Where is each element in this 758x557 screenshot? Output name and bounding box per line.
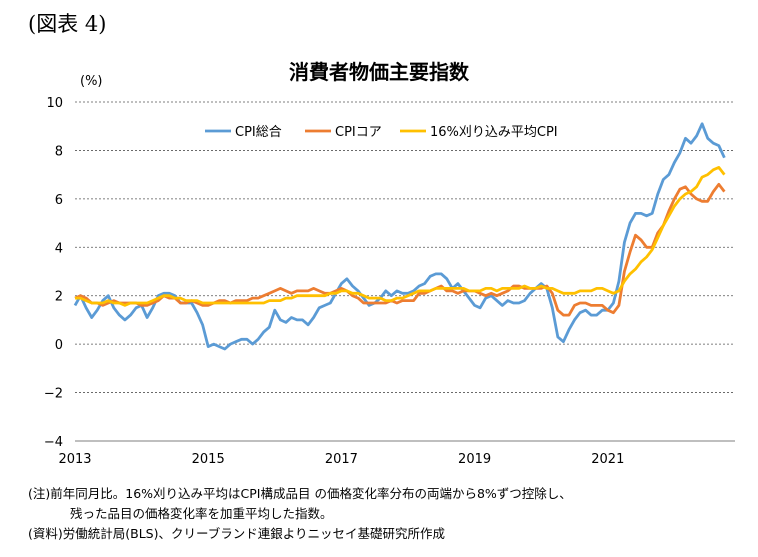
y-tick-label: −2 (44, 387, 63, 402)
x-tick-label: 2021 (591, 452, 624, 467)
x-axis-ticks: 2013 2015 2017 2019 2021 (58, 452, 624, 467)
note-line-2: 残った品目の価格変化率を加重平均した指数。 (70, 506, 333, 521)
y-tick-label: 10 (46, 96, 63, 111)
y-tick-label: 2 (55, 290, 63, 305)
x-tick-label: 2019 (458, 452, 491, 467)
y-tick-label: 0 (55, 338, 63, 353)
y-tick-label: 4 (55, 241, 63, 256)
legend: CPI総合 CPIコア 16%刈り込み平均CPI (205, 125, 558, 140)
source-note: (資料)労働統計局(BLS)、クリーブランド連銀よりニッセイ基礎研究所作成 (28, 526, 445, 541)
x-tick-label: 2015 (192, 452, 225, 467)
legend-label: CPI総合 (235, 125, 282, 140)
y-axis-ticks: −4 −2 0 2 4 6 8 10 (44, 96, 63, 450)
x-tick-label: 2017 (325, 452, 358, 467)
series-line (75, 165, 726, 307)
chart-title: 消費者物価主要指数 (289, 60, 469, 84)
legend-label: 16%刈り込み平均CPI (430, 125, 558, 140)
y-tick-label: −4 (44, 435, 63, 450)
legend-label: CPIコア (335, 125, 382, 140)
y-tick-label: 8 (55, 144, 63, 159)
x-tick-label: 2013 (58, 452, 91, 467)
y-axis-unit: (%) (80, 74, 103, 89)
series-line (73, 122, 726, 351)
grid-lines (75, 101, 735, 442)
figure-label: (図表 4) (28, 12, 107, 36)
series-lines (73, 122, 726, 351)
y-tick-label: 6 (55, 193, 63, 208)
note-line-1: (注)前年同月比。16%刈り込み平均はCPI構成品目 の価格変化率分布の両端から… (28, 486, 572, 501)
series-line (74, 182, 726, 317)
